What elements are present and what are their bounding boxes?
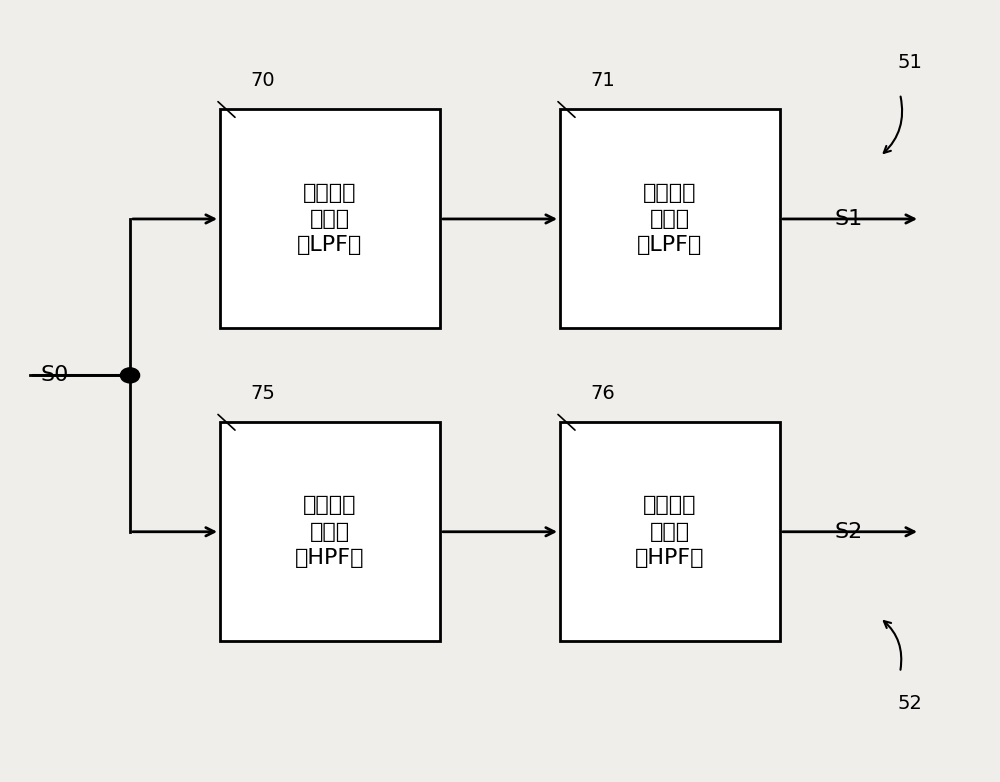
Text: 巴特沃斯
滤波器
（LPF）: 巴特沃斯 滤波器 （LPF） <box>637 182 703 256</box>
Text: 巴特沃斯
滤波器
（HPF）: 巴特沃斯 滤波器 （HPF） <box>295 495 365 569</box>
Text: 巴特沃斯
滤波器
（LPF）: 巴特沃斯 滤波器 （LPF） <box>297 182 363 256</box>
Circle shape <box>120 368 140 383</box>
Text: 71: 71 <box>590 71 615 90</box>
FancyBboxPatch shape <box>220 109 440 328</box>
Text: 76: 76 <box>590 384 615 403</box>
FancyBboxPatch shape <box>560 422 780 641</box>
Text: 巴特沃斯
滤波器
（HPF）: 巴特沃斯 滤波器 （HPF） <box>635 495 705 569</box>
Text: 51: 51 <box>898 53 922 72</box>
Text: 70: 70 <box>250 71 275 90</box>
Text: 75: 75 <box>250 384 275 403</box>
FancyBboxPatch shape <box>560 109 780 328</box>
Text: 52: 52 <box>898 694 922 713</box>
Text: S1: S1 <box>835 209 863 229</box>
Text: S2: S2 <box>835 522 863 542</box>
FancyBboxPatch shape <box>220 422 440 641</box>
Text: S0: S0 <box>40 365 68 386</box>
